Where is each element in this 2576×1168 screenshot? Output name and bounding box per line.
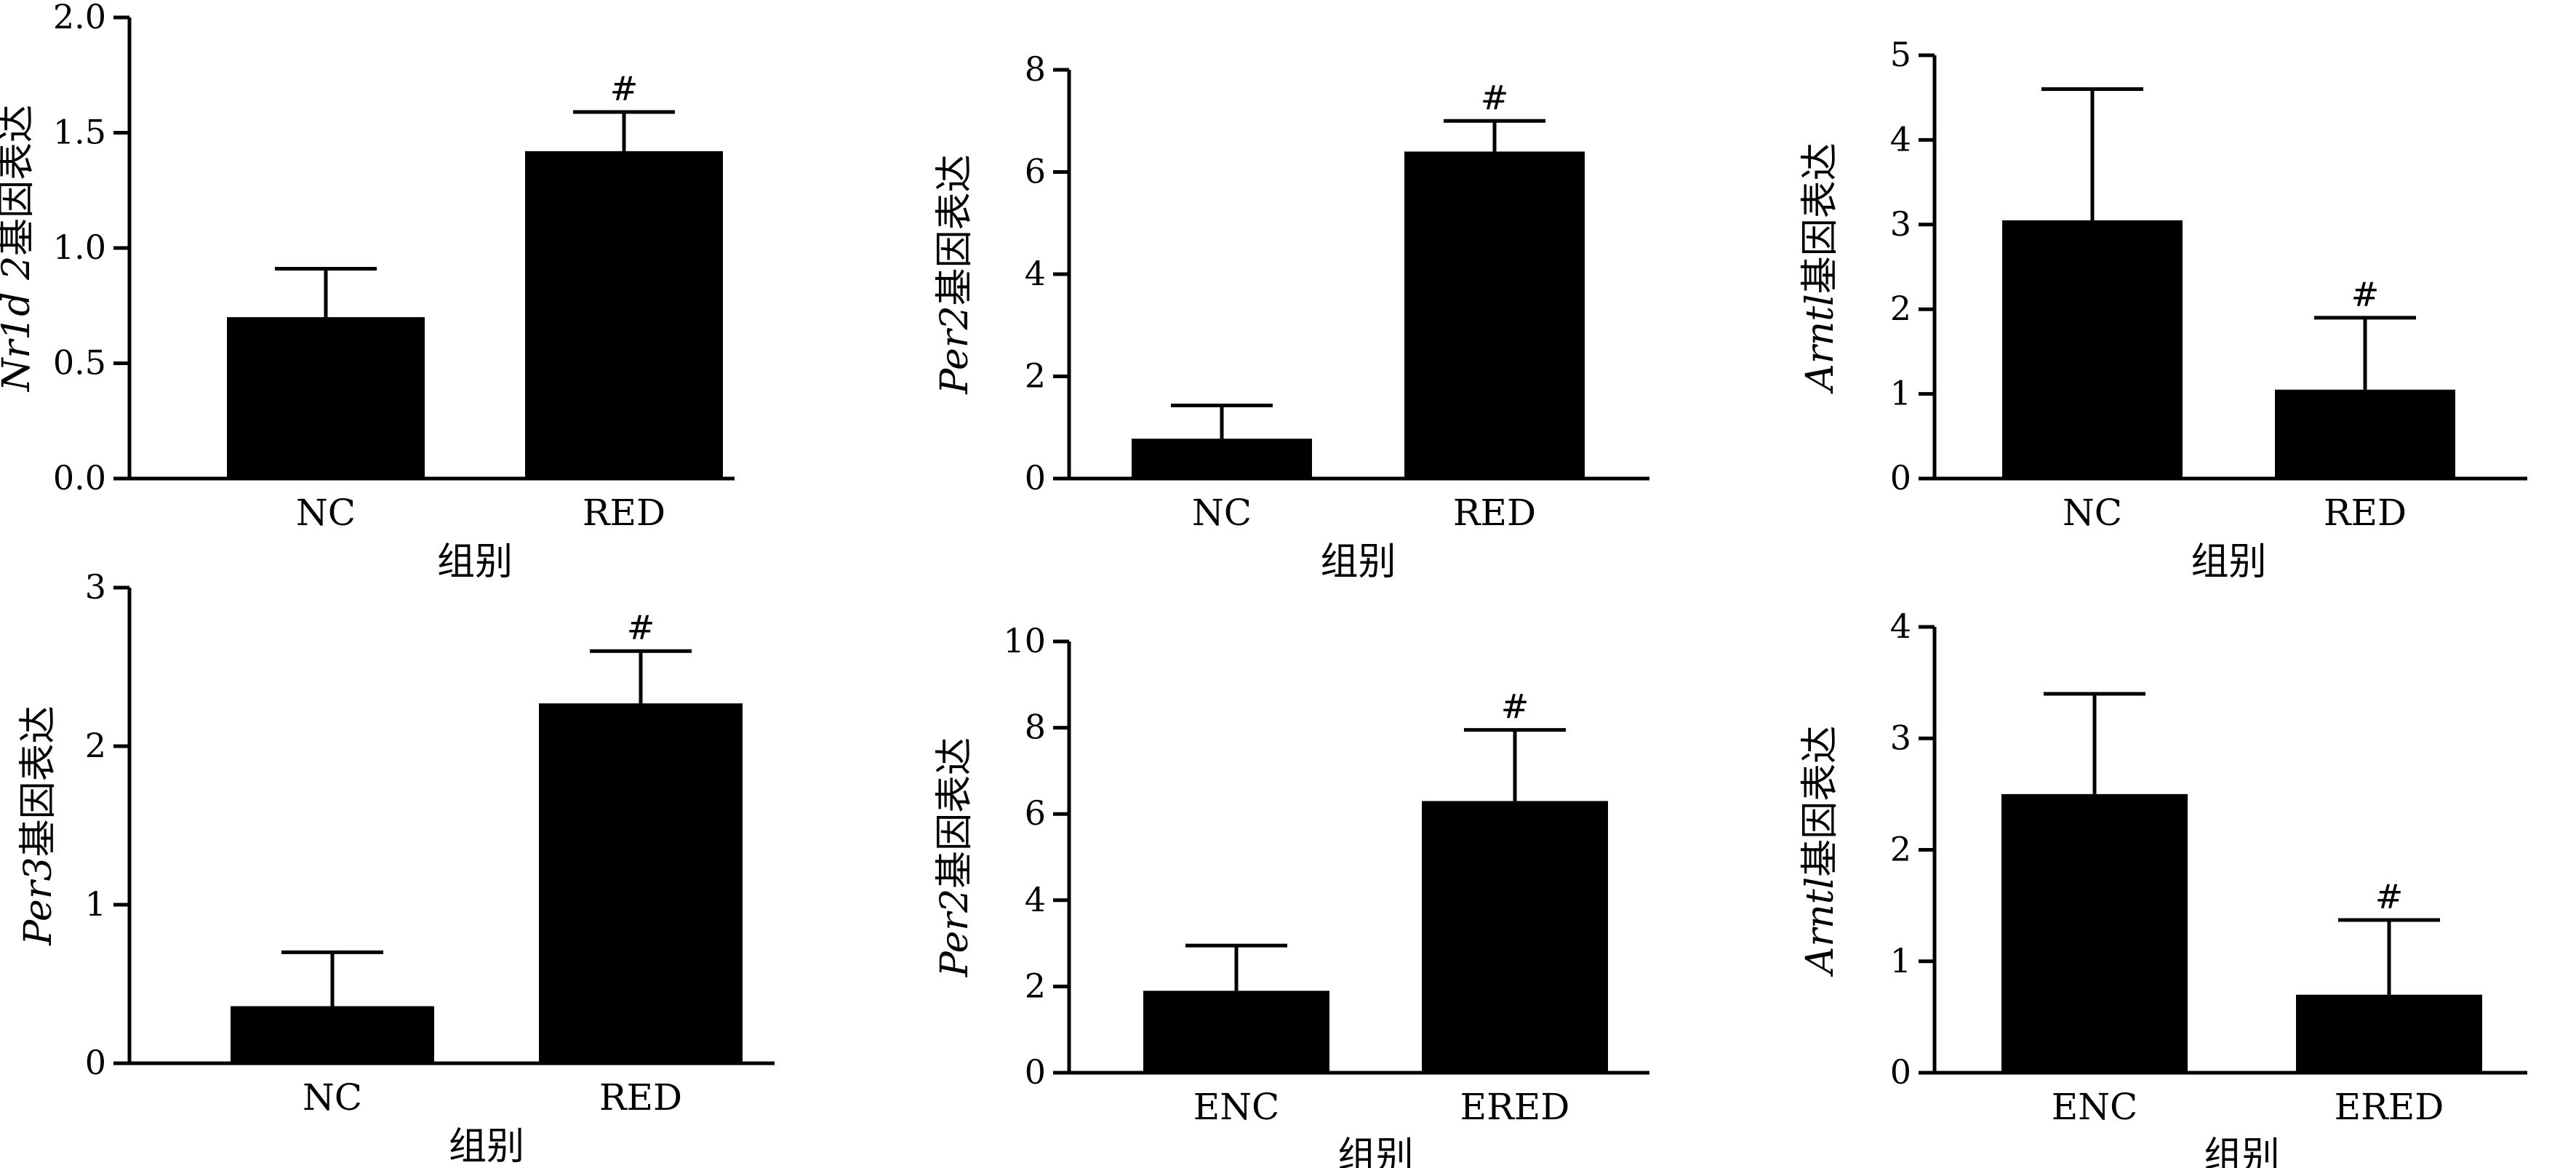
significance-mark: # — [2351, 275, 2380, 314]
y-tick-label: 1 — [1890, 941, 1911, 980]
y-tick-label: 2 — [1025, 356, 1046, 396]
bar-ered — [2296, 994, 2482, 1073]
y-axis-title: Nr1d 2基因表达 — [0, 105, 39, 393]
x-category-label: NC — [303, 1076, 362, 1119]
x-category-label: ENC — [1193, 1086, 1280, 1128]
chart-panel-5: 0 2 4 6 8 10 ENC ERED # 组别 Per2基因表达 — [933, 621, 1649, 1168]
bar-nc — [227, 317, 425, 479]
bar-enc — [1143, 991, 1329, 1073]
y-tick-label: 2 — [1890, 289, 1911, 328]
y-tick-label: 2 — [1890, 830, 1911, 869]
y-tick-label: 0 — [85, 1043, 106, 1082]
y-tick-label: 2.0 — [53, 0, 106, 36]
significance-mark: # — [2375, 877, 2404, 916]
bar-red — [525, 151, 723, 479]
x-category-label: NC — [1192, 492, 1252, 534]
y-tick-label: 10 — [1003, 621, 1046, 660]
y-tick-label: 2 — [85, 726, 106, 765]
y-axis-title: Arntl基因表达 — [1799, 143, 1842, 393]
y-tick-label: 1 — [85, 884, 106, 924]
y-tick-label: 5 — [1890, 35, 1911, 74]
chart-panel-2: 0 2 4 6 8 NC RED # 组别 Per2基因表达 — [933, 49, 1649, 584]
y-axis-title-suffix: 基因表达 — [1799, 143, 1842, 294]
y-axis-title-suffix: 基因表达 — [933, 737, 977, 889]
y-tick-label: 1.5 — [53, 113, 106, 152]
y-tick-label: 6 — [1025, 793, 1046, 833]
y-axis-gene-name: Per2 — [933, 889, 977, 977]
y-tick-label: 0 — [1890, 1052, 1911, 1092]
bar-red — [1404, 151, 1585, 479]
y-tick-label: 4 — [1890, 119, 1911, 159]
significance-mark: # — [627, 608, 655, 647]
significance-mark: # — [1481, 78, 1509, 117]
bar-red — [2275, 389, 2455, 479]
y-tick-label: 3 — [1890, 718, 1911, 757]
y-tick-label: 2 — [1025, 966, 1046, 1005]
bar-ered — [1422, 801, 1608, 1073]
x-axis-title: 组别 — [1337, 1135, 1413, 1168]
y-tick-label: 4 — [1025, 880, 1046, 919]
y-axis-title: Arntl基因表达 — [1799, 726, 1842, 977]
y-tick-label: 0.5 — [53, 343, 106, 383]
y-tick-label: 0 — [1025, 1052, 1046, 1092]
y-axis-title-suffix: 基因表达 — [0, 105, 39, 256]
y-axis-gene-name: Per2 — [933, 305, 977, 394]
y-axis-gene-name: Arntl — [1799, 877, 1842, 977]
x-category-label: ENC — [2052, 1086, 2138, 1128]
x-axis-title: 组别 — [1320, 540, 1396, 584]
y-axis-title: Per3基因表达 — [17, 705, 60, 945]
bar-enc — [2001, 793, 2188, 1073]
y-tick-label: 6 — [1025, 152, 1046, 191]
y-tick-label: 0 — [1890, 458, 1911, 497]
y-tick-label: 8 — [1025, 49, 1046, 89]
chart-panel-4: 0 1 2 3 NC RED # 组别 Per3基因表达 — [17, 567, 775, 1168]
chart-panel-1: 0.0 0.5 1.0 1.5 2.0 NC RED # 组别 Nr1d 2基因表达 — [0, 0, 735, 584]
x-axis-title: 组别 — [437, 540, 513, 584]
y-axis-title: Per2基因表达 — [933, 154, 977, 394]
significance-mark: # — [1501, 687, 1529, 727]
x-category-label: NC — [2063, 492, 2122, 534]
y-axis-title-suffix: 基因表达 — [933, 154, 977, 305]
y-tick-label: 1.0 — [53, 228, 106, 267]
y-axis-gene-name: Arntl — [1799, 294, 1842, 393]
y-axis-title-suffix: 基因表达 — [1799, 726, 1842, 877]
y-tick-label: 1 — [1890, 374, 1911, 413]
x-category-label: ERED — [2335, 1086, 2444, 1128]
x-category-label: RED — [599, 1076, 682, 1119]
chart-panel-3: 0 1 2 3 4 5 NC RED # 组别 Arntl基因表达 — [1799, 35, 2527, 584]
x-category-label: RED — [1453, 492, 1536, 534]
x-axis-title: 组别 — [2191, 540, 2266, 584]
bar-nc — [1132, 439, 1312, 479]
x-axis-title: 组别 — [449, 1125, 524, 1168]
y-tick-label: 8 — [1025, 708, 1046, 747]
significance-mark: # — [610, 69, 639, 108]
x-axis-title: 组别 — [2204, 1135, 2279, 1168]
y-axis-gene-name: Nr1d 2 — [0, 256, 39, 393]
y-tick-label: 0 — [1025, 458, 1046, 497]
x-category-label: RED — [583, 492, 665, 534]
y-axis-gene-name: Per3 — [17, 857, 60, 945]
x-category-label: NC — [296, 492, 356, 534]
y-tick-label: 3 — [85, 567, 106, 607]
y-tick-label: 4 — [1025, 254, 1046, 293]
chart-panel-6: 0 1 2 3 4 ENC ERED # 组别 Arntl基因表达 — [1799, 607, 2527, 1168]
y-tick-label: 4 — [1890, 607, 1911, 646]
y-axis-title: Per2基因表达 — [933, 737, 977, 977]
bar-red — [539, 703, 743, 1063]
bar-nc — [231, 1006, 434, 1063]
y-tick-label: 3 — [1890, 204, 1911, 244]
y-tick-label: 0.0 — [53, 458, 106, 497]
x-category-label: RED — [2324, 492, 2407, 534]
bar-nc — [2002, 220, 2183, 479]
x-category-label: ERED — [1460, 1086, 1570, 1128]
y-axis-title-suffix: 基因表达 — [17, 705, 60, 857]
